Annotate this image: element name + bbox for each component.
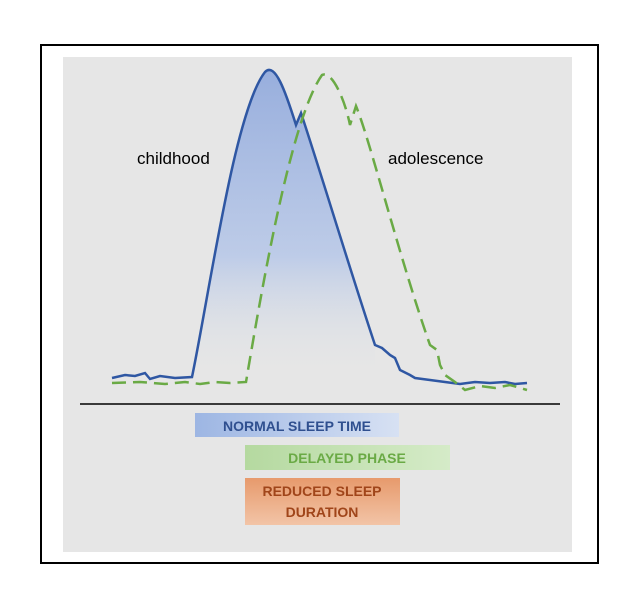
childhood-area (195, 69, 375, 380)
reduced-duration-bar (245, 478, 400, 525)
normal-sleep-bar (195, 413, 399, 437)
adolescence-label: adolescence (388, 149, 483, 168)
adolescence-curve (111, 73, 528, 392)
delayed-phase-bar (245, 445, 450, 470)
bar-label: REDUCED SLEEP (262, 483, 381, 499)
childhood-curve (111, 68, 528, 386)
childhood-label: childhood (137, 149, 210, 168)
bar-label: NORMAL SLEEP TIME (223, 418, 371, 434)
bar-label: DURATION (286, 504, 359, 520)
bar-label: DELAYED PHASE (288, 450, 406, 466)
